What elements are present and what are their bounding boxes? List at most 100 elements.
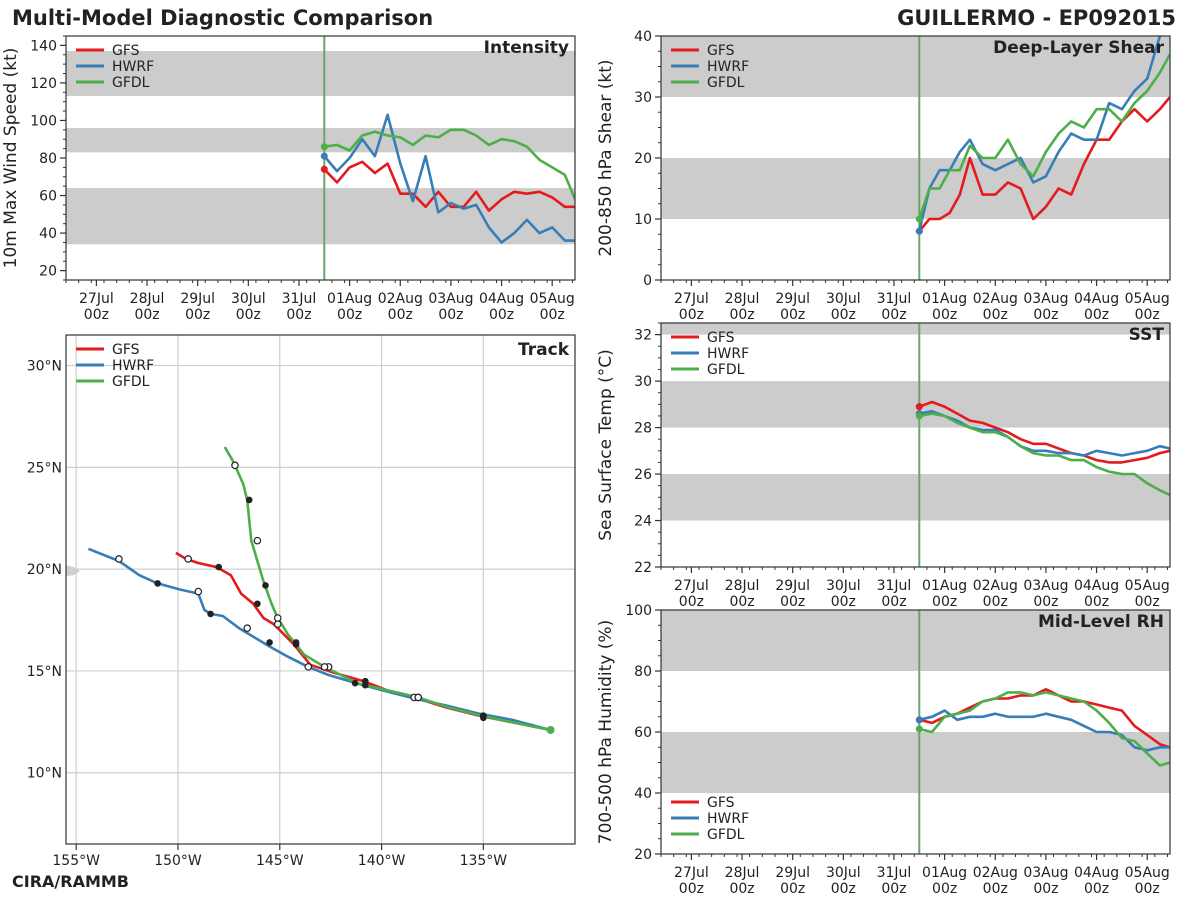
intensity-x-tick-date: 04Aug <box>479 291 524 307</box>
sst-x-tick-date: 02Aug <box>973 578 1018 594</box>
intensity-x-tick-hour: 00z <box>84 307 109 323</box>
track-marker-filled-hwrf <box>207 610 214 618</box>
intensity-panel: 2040608010012014027Jul00z28Jul00z29Jul00… <box>1 35 576 323</box>
intensity-y-tick-label: 20 <box>39 264 57 280</box>
shear-y-axis-label: 200-850 hPa Shear (kt) <box>596 59 616 256</box>
rh-x-tick-hour: 00z <box>1084 881 1109 897</box>
shear-x-tick-date: 04Aug <box>1074 291 1119 307</box>
shear-x-tick-date: 02Aug <box>973 291 1018 307</box>
intensity-series-gfdl <box>324 128 575 200</box>
sst-x-tick-hour: 00z <box>780 594 805 610</box>
rh-x-tick-hour: 00z <box>983 881 1008 897</box>
shear-y-tick-label: 10 <box>634 212 652 228</box>
rh-y-tick-label: 60 <box>634 725 652 741</box>
track-panel: 155°W 150°W 145°W 140°W 135°W 10°N 15°N 20°N 25°… <box>27 334 576 869</box>
intensity-x-tick-date: 30Jul <box>231 291 266 307</box>
track-marker-open-hwrf <box>243 624 252 632</box>
sst-band-2 <box>661 323 1170 335</box>
intensity-legend-label-gfdl: GFDL <box>112 75 150 91</box>
track-marker-filled-hwrf <box>361 681 369 689</box>
sst-y-tick-label: 22 <box>634 560 652 576</box>
intensity-x-tick-date: 28Jul <box>130 291 165 307</box>
intensity-x-tick-date: 27Jul <box>79 291 114 307</box>
sst-y-tick-label: 26 <box>634 467 652 483</box>
track-marker-filled-gfdl <box>245 496 253 504</box>
intensity-x-tick-date: 31Jul <box>282 291 317 307</box>
intensity-start-point-gfs <box>320 165 328 173</box>
rh-panel-title: Mid-Level RH <box>1038 612 1164 632</box>
intensity-x-tick-hour: 00z <box>489 307 514 323</box>
track-series-hwrf <box>87 547 551 732</box>
track-legend-label-hwrf: HWRF <box>112 358 154 374</box>
track-series-group <box>87 446 551 732</box>
track-marker-open-gfdl <box>231 461 239 470</box>
track-marker-filled-hwrf <box>154 580 161 587</box>
track-marker-open-hwrf <box>194 587 203 596</box>
track-y-tick-label: 25°N <box>27 460 62 476</box>
rh-x-tick-hour: 00z <box>1135 881 1160 897</box>
shear-start-point-hwrf <box>915 227 923 235</box>
chart-title: Multi-Model Diagnostic Comparison <box>12 6 434 30</box>
shear-x-tick-date: 01Aug <box>922 291 967 307</box>
land-shape <box>66 565 80 577</box>
shear-x-tick-date: 28Jul <box>725 291 760 307</box>
sst-x-tick-date: 03Aug <box>1023 578 1068 594</box>
intensity-band-1 <box>66 127 575 153</box>
shear-x-tick-date: 31Jul <box>877 291 912 307</box>
shear-x-tick-date: 27Jul <box>674 291 709 307</box>
shear-panel-title: Deep-Layer Shear <box>993 38 1164 58</box>
track-legend-label-gfdl: GFDL <box>112 374 150 390</box>
shear-x-tick-hour: 00z <box>1135 307 1160 323</box>
shear-x-tick-date: 30Jul <box>826 291 861 307</box>
intensity-x-tick-hour: 00z <box>337 307 362 323</box>
rh-x-tick-hour: 00z <box>679 881 704 897</box>
intensity-band-2 <box>66 51 575 97</box>
sst-y-tick-label: 32 <box>634 328 652 344</box>
sst-x-tick-date: 01Aug <box>922 578 967 594</box>
sst-x-tick-hour: 00z <box>983 594 1008 610</box>
track-marker-open-hwrf <box>115 555 123 563</box>
sst-frame <box>660 322 1171 568</box>
sst-x-tick-hour: 00z <box>1135 594 1160 610</box>
rh-x-tick-hour: 00z <box>729 881 754 897</box>
track-series-gfs <box>175 551 551 732</box>
sst-legend-label-hwrf: HWRF <box>707 346 749 362</box>
track-x-tick-label: 155°W <box>52 853 100 869</box>
intensity-x-tick-date: 29Jul <box>180 291 215 307</box>
sst-series-gfs <box>918 400 1170 464</box>
rh-x-tick-date: 30Jul <box>826 865 861 881</box>
shear-series-hwrf <box>918 36 1162 232</box>
intensity-y-tick-label: 40 <box>39 226 57 242</box>
rh-x-tick-date: 28Jul <box>725 865 760 881</box>
shear-y-tick-label: 0 <box>643 273 652 289</box>
sst-x-tick-hour: 00z <box>932 594 957 610</box>
rh-panel: 2040608010027Jul00z28Jul00z29Jul00z30Jul… <box>596 603 1171 897</box>
shear-x-tick-hour: 00z <box>1084 307 1109 323</box>
intensity-legend-label-gfs: GFS <box>112 43 140 59</box>
sst-y-tick-label: 30 <box>634 374 652 390</box>
shear-legend-label-hwrf: HWRF <box>707 59 749 75</box>
track-x-tick-label: 145°W <box>256 853 304 869</box>
sst-x-tick-date: 27Jul <box>674 578 709 594</box>
shear-legend-label-gfs: GFS <box>707 43 735 59</box>
intensity-series-group <box>323 113 575 244</box>
intensity-band-0 <box>66 188 575 245</box>
track-y-tick-label: 15°N <box>27 664 62 680</box>
sst-band-0 <box>661 474 1170 521</box>
rh-band-1 <box>661 610 1170 671</box>
track-x-tick-label: 150°W <box>154 853 202 869</box>
sst-x-tick-hour: 00z <box>1033 594 1058 610</box>
track-marker-filled-gfdl <box>351 679 359 687</box>
shear-panel: 01020304027Jul00z28Jul00z29Jul00z30Jul00… <box>596 29 1171 323</box>
intensity-y-tick-label: 60 <box>39 189 57 205</box>
intensity-series-gfs <box>323 160 575 212</box>
sst-x-tick-date: 05Aug <box>1125 578 1170 594</box>
track-series-gfdl <box>223 446 551 732</box>
shear-x-tick-date: 05Aug <box>1125 291 1170 307</box>
sst-legend-label-gfs: GFS <box>707 330 735 346</box>
shear-band-0 <box>661 158 1170 219</box>
track-y-tick-label: 10°N <box>27 766 62 782</box>
shear-x-tick-hour: 00z <box>780 307 805 323</box>
track-x-tick-label: 135°W <box>460 853 508 869</box>
